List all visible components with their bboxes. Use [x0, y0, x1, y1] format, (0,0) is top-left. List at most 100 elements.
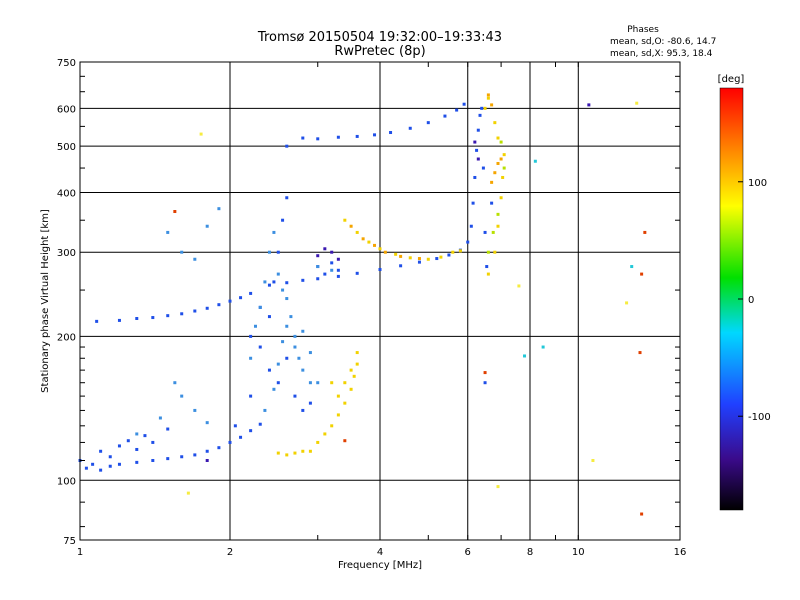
data-point [640, 272, 644, 276]
data-point [475, 148, 479, 152]
data-point [173, 210, 177, 214]
data-point [476, 157, 480, 161]
x-axis-label: Frequency [MHz] [338, 560, 422, 571]
data-point [193, 257, 197, 261]
data-point [228, 299, 232, 303]
data-point [336, 257, 340, 261]
data-point [293, 334, 297, 338]
data-point [490, 103, 494, 107]
y-axis-label: Stationary phase Virtual Height [km] [40, 209, 51, 393]
data-point [293, 345, 297, 349]
data-point [491, 230, 495, 234]
data-point [493, 121, 497, 125]
x-tick-label: 6 [465, 547, 471, 558]
data-point [99, 468, 103, 472]
data-point [399, 264, 403, 268]
data-point [173, 381, 177, 385]
data-point [272, 387, 276, 391]
data-point [352, 374, 356, 378]
data-point [217, 446, 221, 450]
data-point [249, 429, 253, 433]
data-point [478, 113, 482, 117]
y-tick-label: 400 [57, 188, 76, 199]
data-point [249, 394, 253, 398]
colorbar-label: [deg] [718, 74, 745, 85]
data-point [485, 265, 489, 269]
data-point [502, 153, 506, 157]
data-point [496, 212, 500, 216]
data-point [355, 230, 359, 234]
data-point [308, 351, 312, 355]
data-point [95, 319, 99, 323]
data-point [316, 277, 320, 281]
data-point [249, 291, 253, 295]
data-point [483, 230, 487, 234]
data-point [447, 253, 451, 257]
data-point [471, 201, 475, 205]
data-point [408, 126, 412, 130]
data-point [205, 458, 209, 462]
data-point [439, 255, 443, 259]
data-point [343, 218, 347, 222]
data-point [233, 424, 237, 428]
data-point [205, 449, 209, 453]
data-point [276, 250, 280, 254]
data-point [336, 268, 340, 272]
data-point [166, 314, 170, 318]
data-point [205, 306, 209, 310]
data-point [293, 451, 297, 455]
phases-title: Phases [627, 25, 659, 35]
x-tick-label: 8 [527, 547, 533, 558]
data-point [541, 345, 545, 349]
x-tick-label: 10 [572, 547, 585, 558]
data-point [276, 362, 280, 366]
data-point [276, 272, 280, 276]
data-point [308, 449, 312, 453]
y-tick-label: 600 [57, 104, 76, 115]
data-point [316, 137, 320, 141]
data-point [166, 457, 170, 461]
data-point [378, 247, 382, 251]
data-point [378, 268, 382, 272]
data-point [349, 224, 353, 228]
data-point [355, 362, 359, 366]
data-point [267, 315, 271, 319]
data-point [267, 250, 271, 254]
y-tick-label: 750 [57, 58, 76, 69]
data-point [496, 136, 500, 140]
data-point [180, 312, 184, 316]
data-point [285, 196, 289, 200]
data-point [301, 368, 305, 372]
data-point [481, 166, 485, 170]
data-point [301, 449, 305, 453]
data-point [533, 159, 537, 163]
data-point [228, 440, 232, 444]
data-point [336, 394, 340, 398]
data-point [267, 368, 271, 372]
data-point [276, 451, 280, 455]
colorbar-tick-label: 0 [748, 295, 754, 306]
data-point [476, 128, 480, 132]
data-point [451, 250, 455, 254]
data-point [249, 356, 253, 360]
data-point [205, 224, 209, 228]
data-point [180, 455, 184, 459]
data-point [293, 394, 297, 398]
data-point [591, 458, 595, 462]
data-point [281, 340, 285, 344]
data-point [443, 114, 447, 118]
data-point [466, 240, 470, 244]
data-point [272, 230, 276, 234]
data-point [239, 296, 243, 300]
data-point [84, 466, 88, 470]
data-point [166, 427, 170, 431]
data-point [217, 207, 221, 211]
data-point [389, 131, 393, 135]
data-point [355, 271, 359, 275]
data-point [480, 106, 484, 110]
y-tick-label: 300 [57, 248, 76, 259]
data-point [330, 261, 334, 265]
y-tick-label: 75 [63, 536, 76, 547]
data-point [143, 434, 147, 438]
